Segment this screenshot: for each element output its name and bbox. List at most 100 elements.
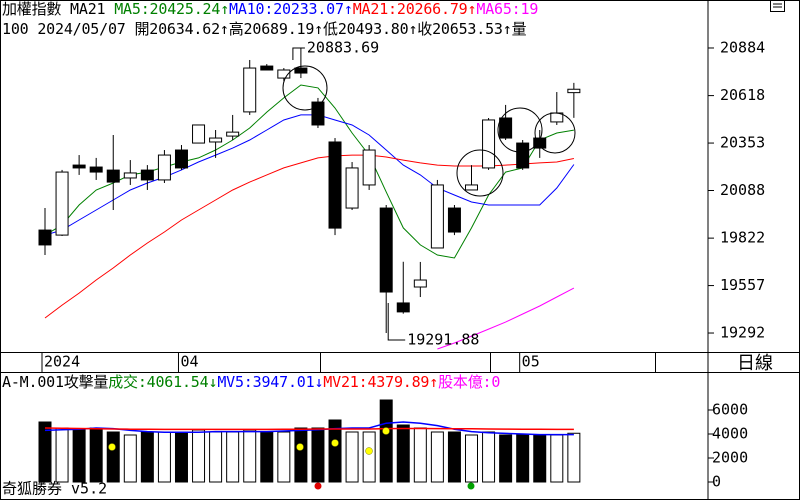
signal-dot bbox=[108, 443, 116, 451]
volume-bar bbox=[311, 427, 325, 483]
volume-label: 成交:4061.54 bbox=[108, 373, 209, 391]
candle-body bbox=[174, 149, 188, 169]
candle-body bbox=[209, 137, 223, 143]
candle-body bbox=[294, 67, 308, 74]
volume-bar bbox=[209, 431, 223, 483]
candle-body bbox=[277, 69, 291, 79]
chart-title: 加權指數 bbox=[2, 0, 62, 18]
signal-dot bbox=[296, 443, 304, 451]
volume-bar bbox=[465, 434, 478, 483]
volume-bar bbox=[243, 429, 257, 483]
mv-line bbox=[44, 421, 574, 436]
y-tick-label: 19557 bbox=[720, 276, 765, 294]
signal-dot bbox=[382, 427, 390, 435]
volume-bar bbox=[192, 429, 206, 483]
price-header: 加權指數 MA21 MA5:20425.24↑MA10:20233.07↑MA2… bbox=[2, 0, 706, 19]
capital-label: 股本億:0 bbox=[438, 373, 501, 391]
candle-body bbox=[482, 119, 496, 169]
candle-body bbox=[226, 131, 240, 137]
volume-bar bbox=[379, 399, 393, 483]
volume-bar bbox=[277, 431, 291, 483]
volume-bar bbox=[89, 427, 103, 483]
pattern-circle bbox=[534, 112, 576, 154]
candle-body bbox=[328, 141, 342, 229]
pattern-circle bbox=[497, 107, 543, 153]
x-tick-label: 05 bbox=[522, 353, 540, 371]
signal-dot bbox=[467, 482, 475, 490]
y-tick-label: 20884 bbox=[720, 38, 765, 56]
candle-body bbox=[38, 229, 52, 246]
pattern-circle bbox=[282, 65, 328, 111]
volume-bar bbox=[499, 434, 513, 483]
candle-body bbox=[55, 171, 69, 236]
candle-body bbox=[379, 207, 393, 293]
volume-bar bbox=[516, 434, 530, 483]
candle-body bbox=[123, 172, 137, 179]
volume-bar bbox=[550, 434, 564, 483]
mv-line bbox=[44, 427, 574, 431]
low-label: 19291.88 bbox=[407, 331, 479, 349]
volume-bar bbox=[106, 431, 120, 483]
candle-body bbox=[362, 149, 376, 186]
volume-bar bbox=[413, 427, 427, 483]
candle-body bbox=[447, 207, 461, 233]
signal-dot bbox=[365, 447, 373, 455]
candle-body bbox=[396, 302, 410, 313]
volume-bar bbox=[430, 431, 444, 483]
ma-label: MA10:20233.07 bbox=[229, 0, 344, 18]
y-tick-label: 19822 bbox=[720, 229, 765, 247]
high-leader bbox=[292, 47, 305, 61]
ma-label: MA5:20425.24 bbox=[114, 0, 221, 18]
ma-line bbox=[44, 84, 574, 259]
signal-dot bbox=[331, 439, 339, 447]
mv-label: MV21:4379.89 bbox=[323, 373, 430, 391]
window-icon[interactable] bbox=[770, 0, 785, 12]
y-tick-label: 2000 bbox=[712, 449, 748, 467]
mv-arrow: ↑ bbox=[429, 373, 439, 391]
mv-arrow: ↓ bbox=[314, 373, 324, 391]
volume-bar bbox=[174, 432, 188, 483]
indicator: MA21 bbox=[70, 0, 106, 18]
candle-body bbox=[345, 167, 359, 209]
ma-line bbox=[44, 114, 575, 236]
candle-body bbox=[192, 124, 206, 144]
candle-body bbox=[106, 169, 120, 183]
volume-bar bbox=[447, 431, 461, 483]
volume-bar bbox=[396, 424, 410, 483]
mv-label: MV5:3947.01 bbox=[217, 373, 315, 391]
candle-body bbox=[430, 184, 444, 249]
y-tick-label: 20353 bbox=[720, 134, 765, 152]
volume-bar bbox=[362, 431, 376, 483]
signal-dots bbox=[108, 427, 475, 490]
y-tick-label: 20088 bbox=[720, 181, 765, 199]
candle-body bbox=[499, 117, 513, 139]
high-label: 20883.69 bbox=[307, 39, 379, 57]
ma-label: MA21:20266.79 bbox=[352, 0, 468, 18]
pattern-circles bbox=[282, 65, 576, 197]
candle-body bbox=[157, 154, 171, 181]
pattern-circle bbox=[456, 149, 504, 197]
volume-bar bbox=[157, 431, 171, 483]
ma-line bbox=[44, 154, 575, 319]
ma-arrow: ↑ bbox=[343, 0, 353, 18]
quote-info: 100 2024/05/07 開20634.62↑高20689.19↑低2049… bbox=[2, 20, 527, 38]
volume-bar bbox=[345, 431, 359, 483]
period-label: 日線 bbox=[737, 353, 773, 374]
volume-arrow: ↓ bbox=[208, 373, 218, 391]
y-tick-label: 19292 bbox=[720, 324, 765, 342]
x-tick-label: 2024 bbox=[44, 353, 80, 371]
low-leader bbox=[387, 303, 406, 341]
candle-body bbox=[516, 142, 530, 169]
candle-body bbox=[465, 184, 478, 191]
marks: 19292 19557 19822 20088 20353 20618 20884 2024 0… bbox=[38, 38, 765, 491]
candle-body bbox=[243, 67, 257, 113]
volume-bar bbox=[72, 429, 86, 483]
volume-bar bbox=[55, 427, 69, 483]
y-tick-label: 6000 bbox=[712, 401, 748, 419]
candle-body bbox=[567, 88, 581, 94]
volume-bar bbox=[140, 431, 154, 483]
volume-bar bbox=[123, 434, 137, 483]
y-tick-label: 4000 bbox=[712, 425, 748, 443]
